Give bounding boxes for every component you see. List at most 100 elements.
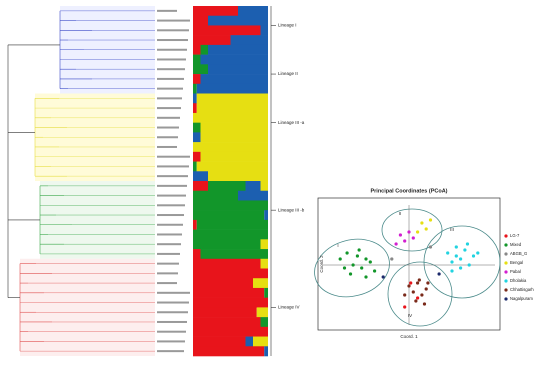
admixture-segment [238,6,268,17]
legend-label: Mixed [510,242,522,247]
admixture-segment [245,336,253,347]
admixture-segment [264,287,268,298]
sample-label [157,58,186,61]
admixture-segment [196,103,268,114]
data-point [424,227,428,231]
sample-label [157,29,189,32]
sample-label [157,340,185,343]
admixture-segment [200,74,268,85]
legend-label: LG-7 [510,233,520,238]
data-point [364,275,368,279]
sample-label [157,233,182,236]
data-point [476,251,480,255]
data-point [403,239,407,243]
data-point [345,251,349,255]
admixture-segment [200,249,268,260]
data-point [416,230,420,234]
admixture-segment [208,15,268,26]
sample-label [157,243,181,246]
admixture-segment [193,297,268,308]
data-point [450,260,454,264]
admixture-segment [193,287,265,298]
legend-swatch [504,243,508,247]
sample-label [157,165,189,168]
admixture-segment [193,151,201,162]
admixture-segment [200,44,208,55]
legend-swatch [504,234,508,238]
data-point [459,266,463,270]
admixture-segment [193,190,238,201]
y-axis-label: Coord. 2 [319,255,324,273]
admixture-segment [193,219,197,230]
lineage-label: Lineage IV [278,305,300,310]
sample-label [157,282,177,285]
admixture-segment [200,132,268,143]
admixture-segment [260,181,268,192]
x-axis-label: Coord. 1 [400,334,418,339]
admixture-segment [193,181,208,192]
admixture-segment [256,307,268,318]
legend-swatch [504,297,508,301]
admixture-segment [196,219,268,230]
legend-swatch [504,288,508,292]
lineage-label: Lineage II [278,71,298,76]
sample-label [157,214,184,217]
admixture-segment [196,83,268,94]
data-point [471,254,476,258]
admixture-segment [193,200,268,211]
sample-label [157,301,189,304]
admixture-segment [200,54,268,65]
admixture-segment [193,336,246,347]
admixture-segment [208,64,268,75]
cluster-ellipse [381,208,443,252]
sample-label [157,155,190,158]
admixture-segment [193,258,261,269]
admixture-segment [193,64,208,75]
data-point [338,257,342,261]
data-point [428,245,433,249]
data-point [446,251,450,255]
data-point [403,305,407,309]
admixture-segment [193,307,257,318]
cluster-label: II [399,211,402,216]
admixture-segment [193,229,268,240]
admixture-segment [193,326,268,337]
legend-label: Dholakia [510,278,527,283]
admixture-segment [193,15,208,26]
sample-label [157,97,182,100]
admixture-segment [193,25,261,36]
data-point [360,266,364,270]
legend-swatch [504,252,508,256]
data-point [381,275,385,279]
admixture-segment [230,35,268,46]
sample-label [157,320,187,323]
admixture-segment [193,83,197,94]
legend-label: ABGB_G [510,251,527,256]
admixture-segment [264,210,268,221]
admixture-segment [193,239,261,250]
dendrogram [7,6,190,356]
admixture-segment [260,317,268,328]
data-point [351,263,355,267]
admixture-segment [245,181,261,192]
data-point [454,254,458,258]
legend-swatch [504,270,508,274]
lineage-label: Lineage III -b [278,207,305,212]
sample-label [157,311,188,314]
sample-label [157,291,190,294]
admixture-segment [193,210,265,221]
data-point [342,266,347,270]
sample-label [157,9,177,12]
data-point [459,257,463,261]
data-point [364,257,368,261]
data-point [348,272,353,276]
admixture-segment [193,278,253,289]
admixture-segment [193,317,261,328]
data-point [467,263,471,267]
data-point [420,221,424,225]
data-point [414,299,418,303]
legend-label: Bengal [510,260,523,265]
sample-label [157,107,181,110]
cluster-label: I [337,243,338,248]
legend-label: Chhattisgarh [510,287,534,292]
